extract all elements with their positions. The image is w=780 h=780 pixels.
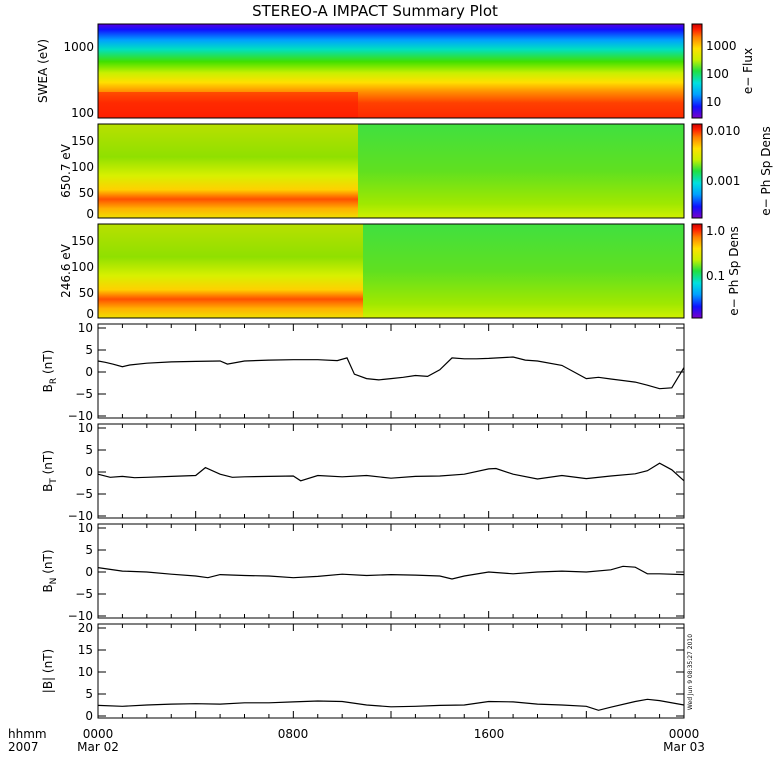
- bt-ytick-label: 5: [85, 443, 93, 457]
- bmag-ytick-label: 15: [78, 643, 93, 657]
- swea-ytick-100: 100: [71, 106, 94, 120]
- pad650-ytick-0: 0: [86, 207, 94, 221]
- bmag-ytick-label: 0: [85, 709, 93, 723]
- pad650-colorbar: [691, 123, 703, 219]
- bt-ylabel-unit: (nT): [41, 450, 55, 478]
- swea-ytick-1000: 1000: [63, 40, 94, 54]
- bmag-ylabel-unit: (nT): [41, 649, 55, 677]
- pad650-cbar-label: e− Ph Sp Dens: [759, 126, 773, 215]
- br-frame: [97, 323, 685, 419]
- pad650-ytick-150: 150: [71, 134, 94, 148]
- bmag-series-line: [97, 698, 685, 711]
- br-series-line: [97, 356, 685, 390]
- swea-colorbar: [691, 23, 703, 119]
- swea-frame: [97, 23, 685, 119]
- bn-ylabel: BN (nT): [41, 549, 59, 592]
- time-tick-date-0: Mar 02: [77, 740, 119, 754]
- time-tick-label-2: 1600: [474, 727, 505, 741]
- pad246-cbar-label: e− Ph Sp Dens: [727, 226, 741, 315]
- bt-ylabel-main: B: [41, 484, 55, 492]
- bn-ytick-label: 0: [85, 565, 93, 579]
- bn-ytick-label: 10: [78, 521, 93, 535]
- bn-ylabel-sub: N: [49, 578, 59, 585]
- br-ytick-label: 5: [85, 343, 93, 357]
- pad246-enhanced-region: [98, 224, 363, 318]
- pad650-ytick-50: 50: [79, 186, 94, 200]
- bt-ytick-label: −10: [68, 509, 93, 523]
- pad650-ylabel: 650.7 eV: [59, 143, 73, 198]
- br-ytick-label: −10: [68, 409, 93, 423]
- time-axis: hhmm 2007 0000 Mar 02 0800 1600 0000 Mar…: [8, 727, 705, 754]
- bt-ytick-label: −5: [75, 487, 93, 501]
- br-ytick-label: −5: [75, 387, 93, 401]
- bmag-ylabel: |B| (nT): [41, 649, 55, 693]
- swea-enhancement: [98, 92, 358, 118]
- bmag-ytick-label: 20: [78, 621, 93, 635]
- pad246-ytick-100: 100: [71, 260, 94, 274]
- bn-ytick-label: 5: [85, 543, 93, 557]
- pad650-enhanced-region: [98, 124, 358, 218]
- br-ylabel-main: B: [41, 384, 55, 392]
- pad246-ytick-0: 0: [86, 307, 94, 321]
- swea-ylabel: SWEA (eV): [36, 39, 50, 103]
- br-ylabel-sub: R: [49, 378, 59, 384]
- br-ylabel-unit: (nT): [41, 350, 55, 378]
- bt-series-line: [97, 462, 685, 482]
- br-ytick-label: 0: [85, 365, 93, 379]
- time-tick-label-1: 0800: [278, 727, 309, 741]
- pad246-ytick-150: 150: [71, 234, 94, 248]
- swea-cbar-tick-10: 10: [706, 95, 721, 109]
- swea-panel: SWEA (eV) 1000 100 1000 100 10 e− Flux: [36, 23, 755, 120]
- time-corner-year: 2007: [8, 740, 39, 754]
- bmag-ylabel-main: |B|: [41, 677, 55, 693]
- bt-ytick-label: 10: [78, 421, 93, 435]
- bn-ylabel-main: B: [41, 584, 55, 592]
- figure-title: STEREO-A IMPACT Summary Plot: [252, 2, 498, 20]
- bn-ylabel-unit: (nT): [41, 549, 55, 577]
- time-tick-label-0: 0000: [83, 727, 114, 741]
- pad650-panel: 650.7 eV 150 100 50 0 0.010 0.001 e− Ph …: [59, 123, 773, 221]
- br-ylabel: BR (nT): [41, 350, 59, 393]
- time-corner-label: hhmm: [8, 727, 47, 741]
- pad246-cbar-tick-10: 1.0: [706, 224, 725, 238]
- bn-ytick-label: −10: [68, 609, 93, 623]
- pad650-cbar-tick-0001: 0.001: [706, 174, 740, 188]
- pad246-cbar-tick-01: 0.1: [706, 269, 725, 283]
- pad246-colorbar: [691, 223, 703, 319]
- bt-ylabel-sub: T: [49, 478, 59, 485]
- pad246-panel: 246.6 eV 150 100 50 0 1.0 0.1 e− Ph Sp D…: [59, 223, 741, 321]
- bt-ylabel: BT (nT): [41, 450, 59, 492]
- bn-series-line: [97, 565, 685, 580]
- bt-ytick-label: 0: [85, 465, 93, 479]
- bmag-ytick-label: 10: [78, 665, 93, 679]
- time-tick-label-3: 0000: [669, 727, 700, 741]
- swea-cbar-label: e− Flux: [741, 48, 755, 94]
- bn-ytick-label: −5: [75, 587, 93, 601]
- swea-cbar-tick-100: 100: [706, 67, 729, 81]
- bt-frame: [97, 423, 685, 519]
- pad650-ytick-100: 100: [71, 160, 94, 174]
- pad650-cbar-tick-0010: 0.010: [706, 124, 740, 138]
- pad246-frame: [97, 223, 685, 319]
- timestamp-stamp: Wed Jun 9 08:35:27 2010: [687, 634, 694, 710]
- time-tick-date-3: Mar 03: [663, 740, 705, 754]
- swea-cbar-tick-1000: 1000: [706, 39, 737, 53]
- bmag-ytick-label: 5: [85, 687, 93, 701]
- pad246-ytick-50: 50: [79, 286, 94, 300]
- br-ytick-label: 10: [78, 321, 93, 335]
- pad246-ylabel: 246.6 eV: [59, 243, 73, 298]
- pad650-frame: [97, 123, 685, 219]
